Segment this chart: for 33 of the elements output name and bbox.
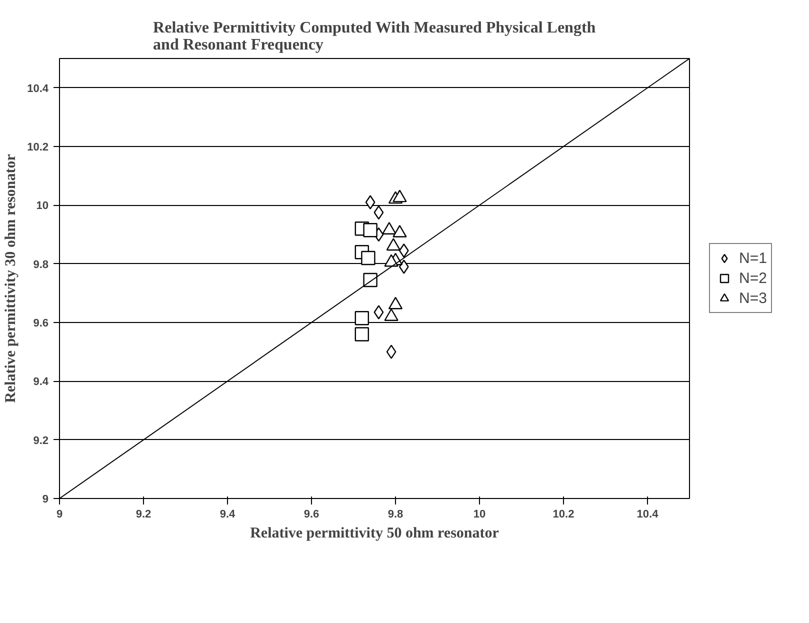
point [386, 344, 396, 359]
x-tick-label: 9.2 [136, 508, 152, 520]
point [361, 250, 376, 266]
legend-label: N=2 [739, 270, 767, 286]
point [365, 195, 376, 210]
point [374, 305, 384, 320]
y-tick-label: 9.8 [33, 258, 49, 271]
point [374, 205, 384, 220]
point [354, 311, 369, 326]
legend-label: N=1 [739, 250, 767, 266]
point [363, 272, 378, 288]
y-tick-label: 9.4 [33, 376, 50, 388]
x-tick-label: 9 [56, 508, 63, 520]
y-tick-label: 10.4 [27, 82, 50, 95]
point [398, 260, 409, 274]
y-tick-label: 10.2 [27, 142, 49, 154]
x-tick-label: 9.4 [220, 508, 236, 520]
x-tick-label: 10.4 [636, 508, 660, 520]
point [398, 244, 409, 258]
y-axis-title: Relative permittivity 30 ohm resonator [3, 154, 20, 403]
x-tick-label: 10 [473, 508, 486, 520]
y-tick-label: 10 [36, 200, 49, 212]
x-tick-label: 10.2 [552, 508, 574, 520]
point [354, 327, 369, 342]
x-tick-label: 9.8 [388, 508, 404, 520]
chart-title: Relative Permittivity Computed With Measured Physical Length and Resonant Frequency [153, 20, 596, 54]
legend-label: N=3 [739, 290, 767, 306]
x-tick-label: 9.6 [304, 508, 320, 520]
point [363, 223, 378, 238]
x-axis-title: Relative permittivity 50 ohm resonator [250, 526, 500, 542]
y-tick-label: 9.2 [33, 434, 49, 447]
y-tick-label: 9 [42, 494, 49, 506]
y-tick-label: 9.6 [33, 318, 49, 330]
